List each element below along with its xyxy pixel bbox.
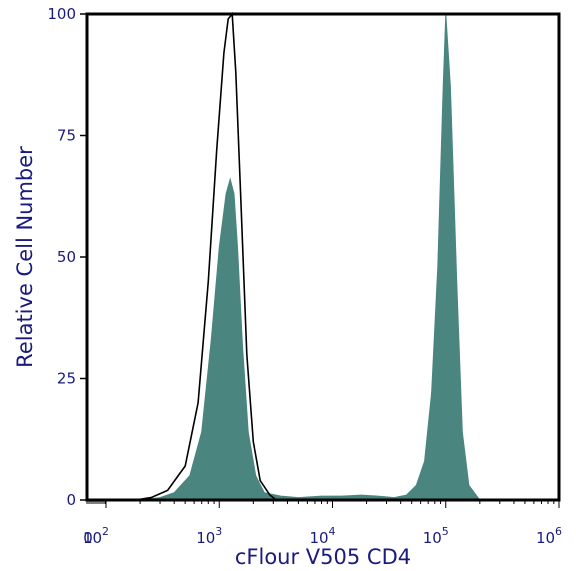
series-outline-histogram xyxy=(134,11,277,501)
series-filled-histogram xyxy=(140,13,481,501)
x-tick-label: 104 xyxy=(309,525,335,547)
y-tick-label: 100 xyxy=(47,5,76,23)
y-tick-label: 50 xyxy=(57,248,76,266)
plot-frame xyxy=(85,12,561,502)
x-tick-label: 106 xyxy=(536,525,562,547)
y-axis: 0 25 50 75 100 xyxy=(47,5,87,509)
x-tick-label: 102 xyxy=(83,525,109,547)
y-tick-label: 0 xyxy=(66,491,76,509)
x-axis-title: cFlour V505 CD4 xyxy=(235,545,411,569)
y-axis-title: Relative Cell Number xyxy=(13,146,37,368)
y-tick-label: 75 xyxy=(57,127,76,145)
plot-area xyxy=(134,11,481,501)
y-tick-label: 25 xyxy=(57,370,76,388)
x-tick-label: 103 xyxy=(196,525,222,547)
x-tick-label: 105 xyxy=(423,525,449,547)
x-tick-label: 0 xyxy=(83,529,93,547)
